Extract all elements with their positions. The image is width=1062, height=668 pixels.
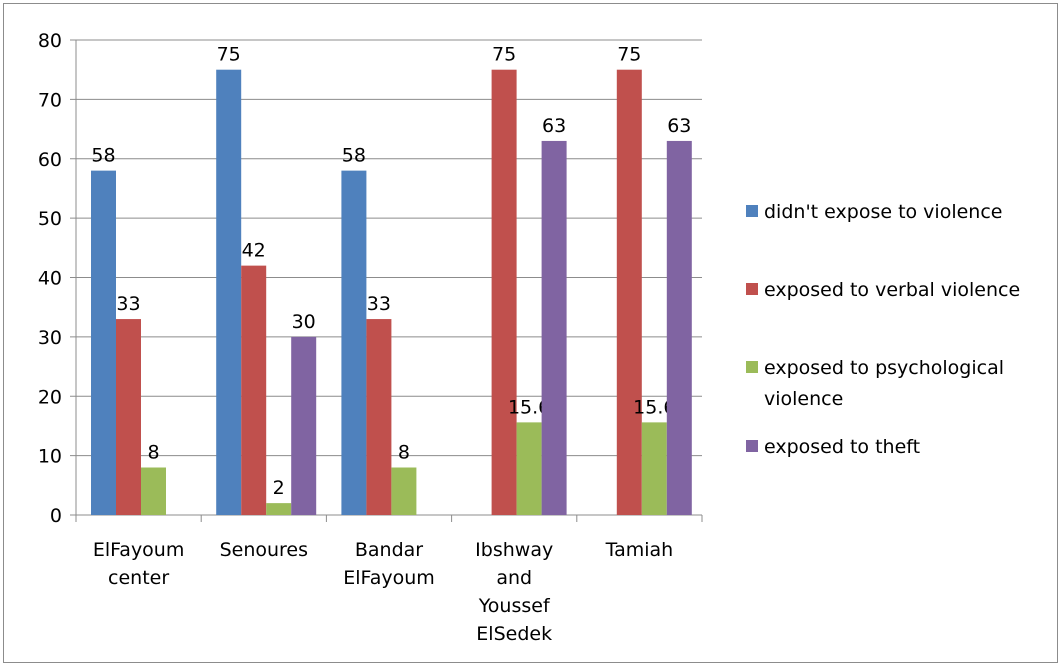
legend-label: didn't expose to violence xyxy=(764,201,1002,223)
bar xyxy=(391,467,417,515)
data-label: 30 xyxy=(292,311,316,333)
legend-label: exposed to verbal violence xyxy=(764,279,1020,301)
legend-swatch xyxy=(746,205,758,217)
bar xyxy=(266,503,292,515)
data-label: 33 xyxy=(116,293,140,315)
x-tick-label: Senoures xyxy=(220,539,308,561)
data-label: 75 xyxy=(492,44,516,66)
x-tick-label: ElFayoum xyxy=(343,567,435,589)
legend-label: exposed to theft xyxy=(764,436,920,458)
x-tick-label: Youssef xyxy=(478,595,551,617)
legend-swatch xyxy=(746,361,758,373)
bar xyxy=(216,69,242,515)
data-label: 8 xyxy=(398,442,410,464)
bar xyxy=(341,170,367,515)
y-tick-label: 50 xyxy=(38,208,62,230)
data-label: 75 xyxy=(617,44,641,66)
y-tick-label: 60 xyxy=(38,149,62,171)
x-tick-label: ElSedek xyxy=(476,623,552,645)
bar xyxy=(516,422,542,515)
data-label: 15.6 xyxy=(508,396,550,418)
bar xyxy=(116,319,141,515)
legend-label: violence xyxy=(764,388,843,410)
x-tick-label: Bandar xyxy=(355,539,423,561)
bar xyxy=(91,170,116,515)
y-tick-label: 20 xyxy=(38,386,62,408)
chart-frame xyxy=(3,3,1058,663)
data-label: 58 xyxy=(342,145,366,167)
bar xyxy=(616,69,642,515)
bar xyxy=(241,265,267,515)
y-tick-label: 0 xyxy=(50,505,62,527)
y-tick-label: 70 xyxy=(38,89,62,111)
y-tick-label: 80 xyxy=(38,30,62,52)
legend-swatch xyxy=(746,440,758,452)
y-tick-label: 40 xyxy=(38,268,62,290)
x-tick-label: center xyxy=(108,567,169,589)
data-label: 63 xyxy=(667,115,691,137)
legend-label: exposed to psychological xyxy=(764,357,1004,379)
data-label: 33 xyxy=(367,293,391,315)
data-label: 58 xyxy=(91,145,115,167)
bar xyxy=(366,319,392,515)
y-tick-label: 10 xyxy=(38,446,62,468)
y-tick-label: 30 xyxy=(38,327,62,349)
data-label: 75 xyxy=(217,44,241,66)
data-label: 15.6 xyxy=(633,396,675,418)
data-label: 2 xyxy=(273,477,285,499)
x-tick-label: Tamiah xyxy=(605,539,674,561)
bar xyxy=(141,467,166,515)
data-label: 42 xyxy=(242,240,266,262)
legend-swatch xyxy=(746,283,758,295)
x-tick-label: ElFayoum xyxy=(93,539,185,561)
x-tick-label: and xyxy=(496,567,532,589)
bar xyxy=(641,422,667,515)
bar xyxy=(541,140,567,515)
bar xyxy=(491,69,517,515)
x-tick-label: Ibshway xyxy=(475,539,553,561)
data-label: 63 xyxy=(542,115,566,137)
data-label: 8 xyxy=(147,442,159,464)
bar xyxy=(666,140,692,515)
bar xyxy=(291,336,317,515)
